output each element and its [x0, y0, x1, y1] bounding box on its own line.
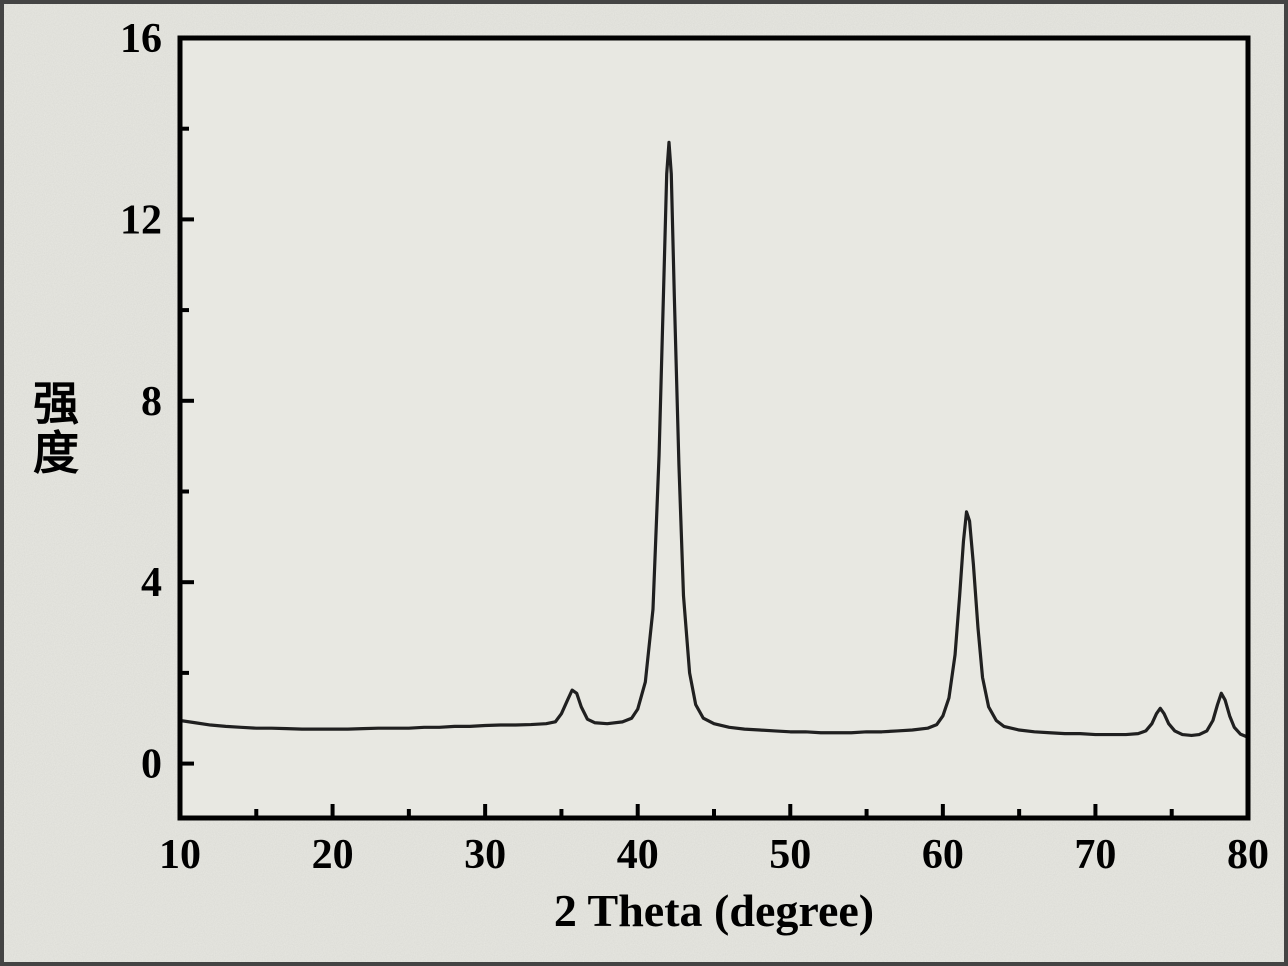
- svg-text:度: 度: [33, 428, 79, 479]
- y-tick-label: 16: [120, 16, 162, 62]
- x-tick-label: 70: [1074, 832, 1116, 878]
- y-tick-label: 8: [141, 379, 162, 425]
- x-tick-label: 20: [312, 832, 354, 878]
- chart-svg: 10 20 30 40 50 60 70 80 0 4 8 12 16 2 Theta (degree) 强…: [0, 0, 1288, 966]
- y-tick-label: 0: [141, 742, 162, 788]
- x-tick-label: 30: [464, 832, 506, 878]
- x-tick-label: 60: [922, 832, 964, 878]
- y-tick-label: 4: [141, 560, 162, 606]
- y-tick-label: 12: [120, 197, 162, 243]
- y-axis-label: 强度: [33, 378, 79, 479]
- xrd-chart: 10 20 30 40 50 60 70 80 0 4 8 12 16 2 Theta (degree) 强…: [0, 0, 1288, 966]
- x-axis-label: 2 Theta (degree): [554, 885, 874, 936]
- x-tick-label: 50: [769, 832, 811, 878]
- x-tick-label: 80: [1227, 832, 1269, 878]
- x-tick-label: 40: [617, 832, 659, 878]
- x-tick-label: 10: [159, 832, 201, 878]
- svg-text:强: 强: [33, 378, 79, 429]
